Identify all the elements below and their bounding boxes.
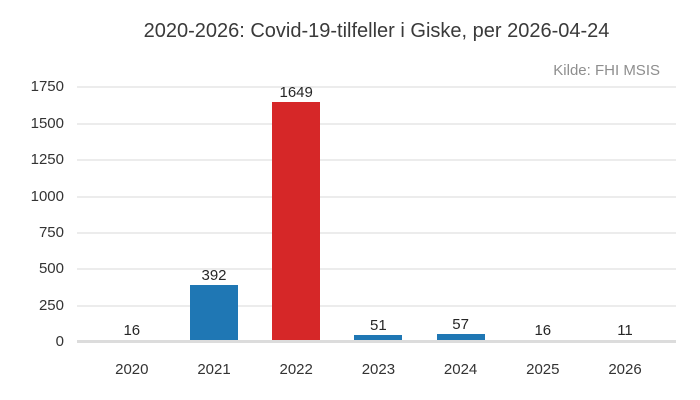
bar-value-label-2025: 16 — [534, 321, 552, 339]
y-tick-label-0: 0 — [55, 333, 64, 350]
x-tick-label-2022: 2022 — [279, 361, 313, 378]
y-tick-label-1000: 1000 — [30, 187, 64, 205]
bar-value-label-2022: 1649 — [279, 84, 313, 102]
bar-value-label-2026: 11 — [617, 322, 633, 340]
bar-2022 — [272, 102, 321, 342]
bar-value-label-2021: 392 — [201, 266, 227, 284]
bar-value-label-2023: 51 — [370, 316, 387, 334]
gridline — [77, 304, 676, 307]
y-tick-label-1500: 1500 — [30, 114, 64, 132]
bar-2023 — [354, 334, 403, 342]
gridline — [77, 231, 676, 234]
bar-value-label-2024: 57 — [452, 315, 469, 333]
gridline — [77, 159, 676, 162]
y-tick-label-1250: 1250 — [30, 151, 64, 169]
chart-title: 2020-2026: Covid-19-tilfeller i Giske, p… — [143, 20, 610, 42]
x-tick-label-2020: 2020 — [115, 361, 149, 378]
y-tick-label-750: 750 — [38, 223, 64, 241]
bar-value-label-2020: 16 — [123, 321, 141, 339]
gridline — [77, 86, 676, 89]
y-tick-label-1750: 1750 — [30, 78, 64, 96]
x-tick-label-2021: 2021 — [197, 361, 231, 378]
y-tick-label-250: 250 — [38, 296, 64, 314]
x-tick-label-2023: 2023 — [361, 361, 396, 378]
x-tick-label-2026: 2026 — [608, 361, 642, 378]
bar-2024 — [436, 333, 485, 342]
gridline — [77, 195, 676, 198]
x-tick-label-2025: 2025 — [526, 361, 560, 378]
bar-2021 — [190, 284, 238, 342]
source-annotation: Kilde: FHI MSIS — [553, 62, 660, 79]
y-tick-label-500: 500 — [38, 260, 64, 278]
x-tick-label-2024: 2024 — [443, 361, 478, 378]
gridline — [77, 122, 676, 125]
gridline — [77, 268, 676, 271]
x-axis-line — [77, 340, 676, 343]
